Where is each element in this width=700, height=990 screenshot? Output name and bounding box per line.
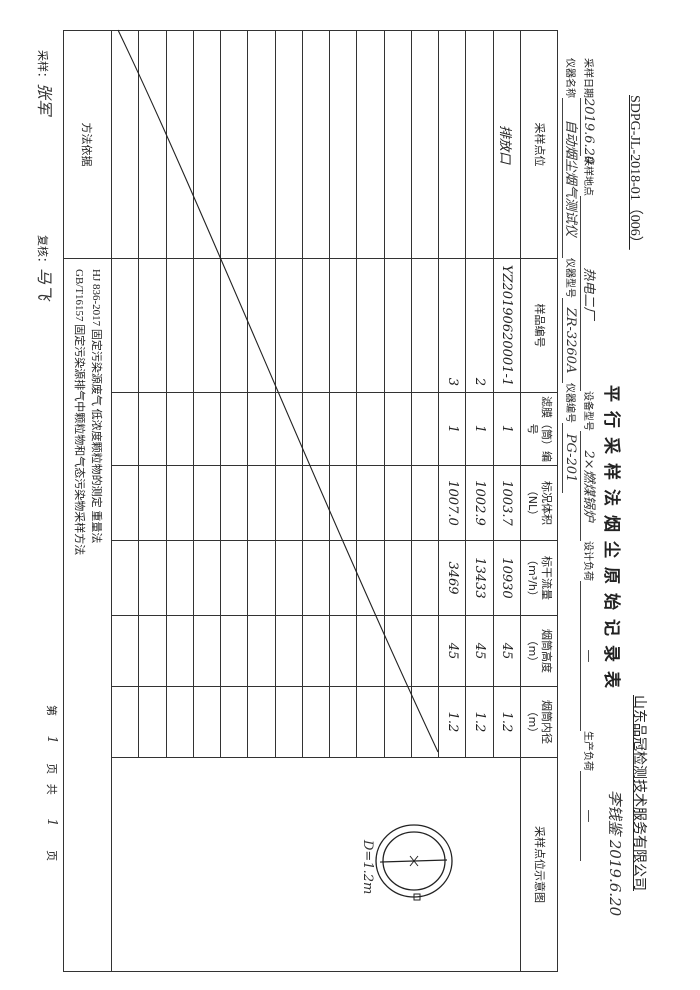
reviewer-signature: 复核：马飞 bbox=[35, 235, 54, 301]
sampler-signature: 采样：张军 bbox=[35, 50, 54, 116]
sampling-point-diagram: D=1.2m bbox=[111, 757, 521, 972]
table-row: 排放口 YZ20190620001-1 1 1003.7 10930 45 1.2 D=1.2… bbox=[111, 30, 521, 972]
stack-cross-section-icon bbox=[375, 824, 453, 901]
record-table: 采样点位 样品编号 滤膜（筒）编号 标况体积（NL） 标干流量（m³/h） 烟筒… bbox=[63, 30, 558, 972]
page-number: 第 1 页 共 1 页 bbox=[44, 705, 59, 862]
